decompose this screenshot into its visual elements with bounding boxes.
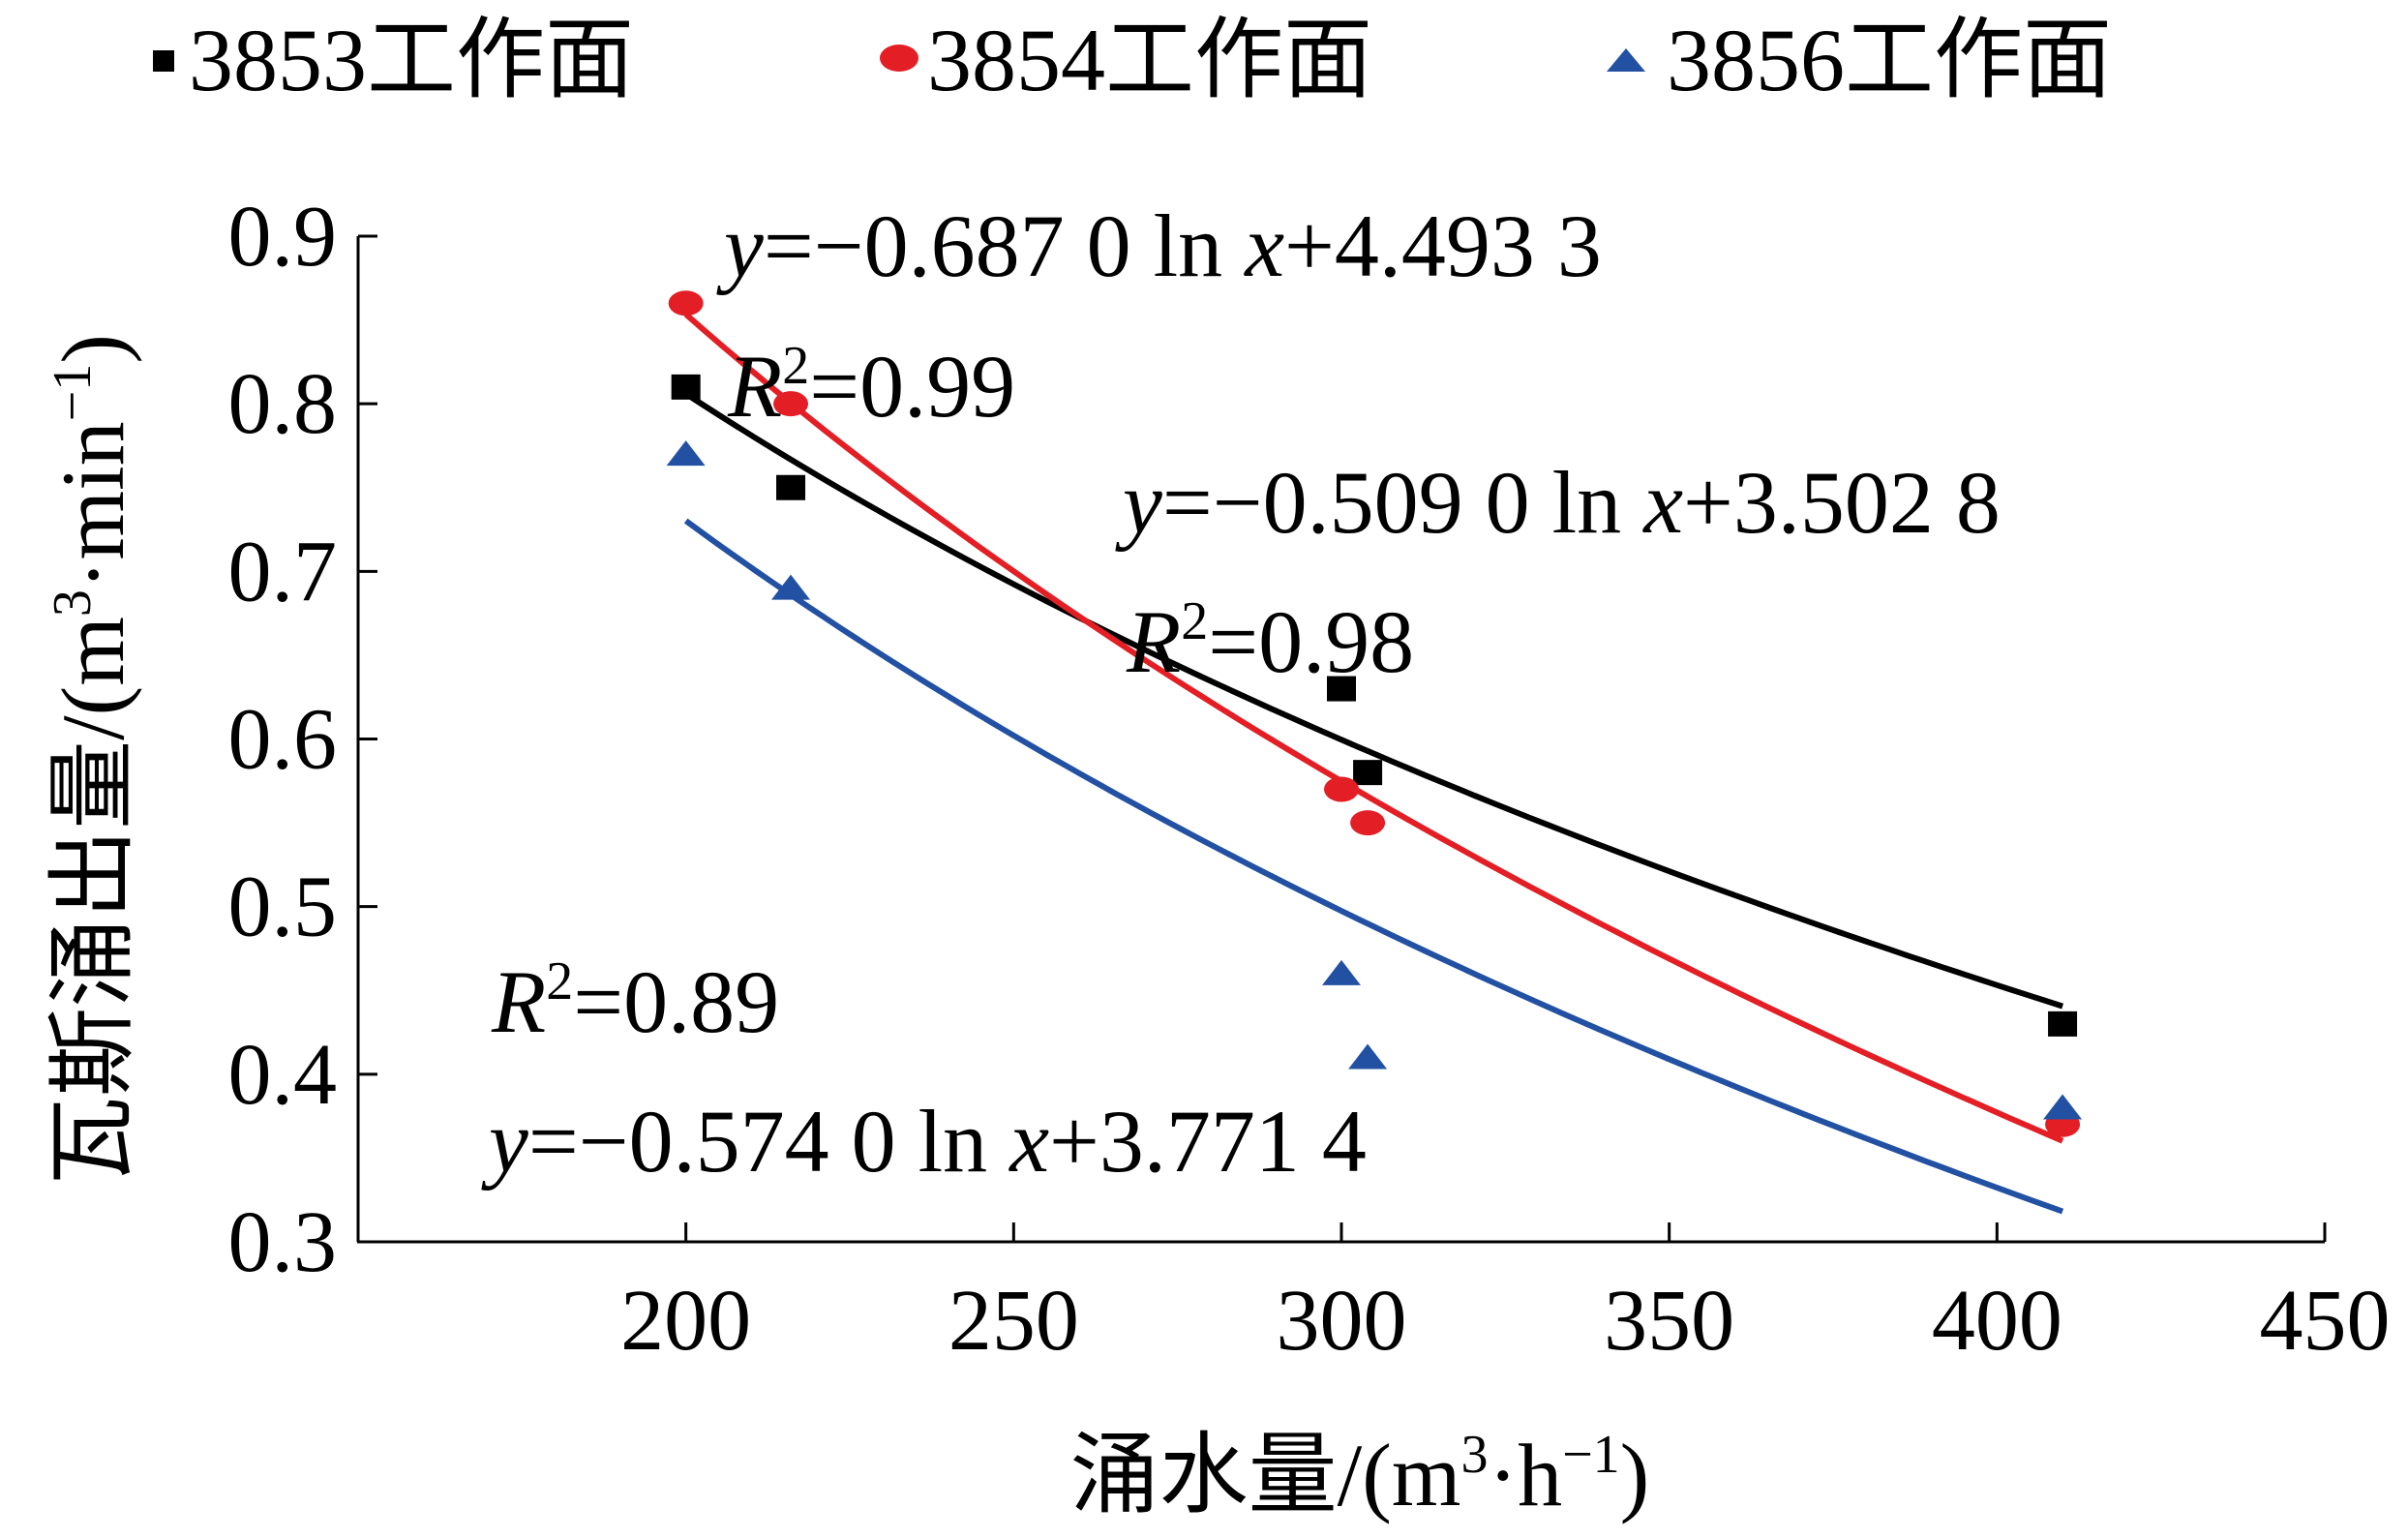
fit-curves: [683, 312, 2064, 1215]
r2-3853-sup: 2: [1181, 591, 1208, 651]
r2-3853-val: =0.98: [1208, 592, 1414, 691]
data-points: [666, 290, 2083, 1137]
eq-3854-x: x: [1243, 196, 1284, 295]
x-tick-label: 300: [1277, 1273, 1407, 1369]
legend-label-3856: 3856工作面: [1667, 11, 2112, 109]
r2-3854-val: =0.99: [809, 337, 1015, 436]
x-axis-label-end: ): [1620, 1426, 1650, 1524]
eq-3853-tail: +3.502 8: [1683, 453, 2001, 552]
legend-item-3853: 3853工作面: [153, 11, 634, 109]
eq-3853-y: y: [1115, 453, 1162, 552]
eq-3854-y: y: [716, 196, 764, 295]
eq-3856-tail: +3.771 4: [1049, 1092, 1367, 1191]
data-point-circle: [773, 391, 809, 417]
y-ticks: 0.3 0.4 0.5 0.6 0.7 0.8 0.9: [228, 189, 377, 1290]
y-axis-label-sup1: 3: [43, 589, 103, 617]
y-axis-label-cn: 瓦斯涌出量/(m: [44, 617, 142, 1186]
r2-3856-val: =0.89: [573, 952, 779, 1051]
legend-marker-triangle: [1607, 48, 1645, 72]
r2-3856: R2=0.89: [491, 951, 779, 1051]
y-tick-label: 0.9: [228, 189, 338, 285]
legend-item-3854: 3854工作面: [880, 11, 1372, 109]
x-tick-label: 450: [2260, 1273, 2391, 1369]
r2-3856-sup: 2: [546, 951, 573, 1011]
r2-3856-r: R: [491, 952, 546, 1051]
x-tick-label: 200: [620, 1273, 751, 1369]
x-tick-label: 350: [1604, 1273, 1734, 1369]
equation-3856: y=−0.574 0 ln x+3.771 4: [481, 1092, 1367, 1191]
x-axis-label-cn: 涌水量/(m: [1070, 1426, 1461, 1524]
r2-3853: R2=0.98: [1126, 591, 1414, 691]
eq-3856-body: =−0.574 0 ln: [528, 1092, 1009, 1191]
equation-3854: y=−0.687 0 ln x+4.493 3: [716, 196, 1602, 295]
data-point-triangle: [666, 440, 706, 467]
y-tick-label: 0.8: [228, 356, 338, 452]
eq-3856-x: x: [1008, 1092, 1049, 1191]
y-tick-label: 0.6: [228, 692, 338, 788]
x-tick-label: 400: [1932, 1273, 2062, 1369]
eq-3854-body: =−0.687 0 ln: [764, 196, 1245, 295]
data-point-square: [776, 474, 806, 500]
eq-3853-x: x: [1641, 453, 1683, 552]
y-axis-label-sup2: −1: [43, 364, 103, 422]
legend: 3853工作面 3854工作面 3856工作面: [153, 11, 2112, 109]
y-tick-label: 0.4: [228, 1027, 338, 1123]
data-point-square: [1353, 760, 1383, 786]
x-tick-label: 250: [948, 1273, 1079, 1369]
y-tick-label: 0.3: [228, 1194, 338, 1290]
y-axis-label-end: ): [44, 334, 142, 364]
data-point-square: [671, 374, 701, 400]
r2-3853-r: R: [1126, 592, 1181, 691]
x-axis-label-mid: ·h: [1488, 1426, 1562, 1524]
data-point-triangle: [2043, 1094, 2083, 1120]
x-axis-label-sup1: 3: [1460, 1425, 1488, 1485]
y-tick-label: 0.5: [228, 859, 338, 955]
legend-marker-circle: [880, 45, 918, 72]
legend-label-3853: 3853工作面: [189, 11, 634, 109]
y-axis-label-mid: ·min: [44, 421, 142, 589]
r2-3854-r: R: [727, 337, 782, 436]
fit-curve: [683, 312, 2064, 1144]
r2-3854: R2=0.99: [727, 336, 1015, 436]
annotations: y=−0.687 0 ln x+4.493 3 R2=0.99 y=−0.509…: [481, 196, 2001, 1191]
fit-curve: [684, 391, 2064, 1010]
fit-curve: [683, 518, 2064, 1215]
eq-3856-y: y: [481, 1092, 528, 1191]
data-point-triangle: [771, 574, 811, 600]
data-point-square: [1327, 676, 1356, 702]
data-point-square: [2048, 1010, 2078, 1037]
legend-item-3856: 3856工作面: [1607, 11, 2112, 109]
equation-3853: y=−0.509 0 ln x+3.502 8: [1115, 453, 2001, 552]
eq-3854-tail: +4.493 3: [1284, 196, 1602, 295]
eq-3853-body: =−0.509 0 ln: [1162, 453, 1643, 552]
legend-marker-square: [153, 50, 174, 72]
data-point-triangle: [1348, 1043, 1388, 1070]
data-point-circle: [1350, 810, 1386, 836]
data-point-circle: [1324, 776, 1359, 802]
data-point-circle: [668, 290, 704, 317]
legend-label-3854: 3854工作面: [927, 11, 1372, 109]
y-tick-label: 0.7: [228, 524, 338, 619]
r2-3854-sup: 2: [782, 336, 809, 396]
data-point-triangle: [1322, 959, 1361, 985]
y-axis-label: 瓦斯涌出量/(m3·min−1): [43, 334, 142, 1186]
x-axis-label-sup2: −1: [1562, 1425, 1620, 1485]
x-axis-label: 涌水量/(m3·h−1): [1070, 1425, 1650, 1524]
x-ticks: 200 250 300 350 400 450: [620, 1222, 2391, 1369]
